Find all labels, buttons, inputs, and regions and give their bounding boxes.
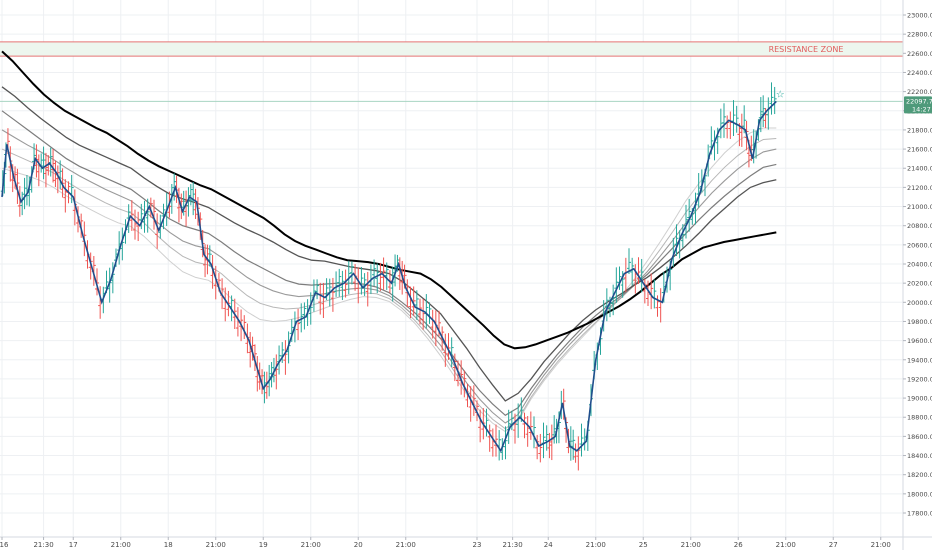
price-scale-label: 19000.0 — [907, 395, 932, 403]
time-scale-label: 17 — [69, 541, 78, 549]
moving-averages — [1, 50, 777, 433]
price-scale-label: 22800.0 — [907, 31, 932, 39]
moving-average-line — [1, 127, 777, 433]
price-scale-label: 21800.0 — [907, 126, 932, 134]
price-scale[interactable]: 23000.022800.022600.022400.022200.022000… — [903, 12, 932, 518]
ohlc-bars — [0, 82, 777, 471]
price-scale-label: 22200.0 — [907, 88, 932, 96]
time-scale-label: 26 — [734, 541, 743, 549]
resistance-zone — [0, 41, 903, 57]
time-scale-label: 25 — [639, 541, 648, 549]
time-scale-label: 21:00 — [396, 541, 416, 549]
grid — [0, 0, 903, 537]
price-scale-label: 22600.0 — [907, 50, 932, 58]
price-scale-label: 19400.0 — [907, 356, 932, 364]
time-scale-label: 16 — [0, 541, 9, 549]
last-price-time: 14:27 — [912, 105, 931, 113]
price-scale-label: 20800.0 — [907, 222, 932, 230]
time-scale-label: 21:00 — [586, 541, 606, 549]
time-scale-label: 27 — [829, 541, 838, 549]
moving-average-line — [1, 86, 777, 402]
time-scale-label: 21:30 — [33, 541, 53, 549]
last-price-value: 22097.7 — [906, 97, 932, 105]
price-scale-label: 20400.0 — [907, 261, 932, 269]
moving-average-line — [1, 110, 777, 417]
last-price-badge-bg — [904, 96, 932, 114]
slow-moving-average-line — [1, 50, 777, 350]
time-scale-label: 21:00 — [111, 541, 131, 549]
resistance-zone-label: RESISTANCE ZONE — [769, 45, 844, 54]
price-scale-label: 19200.0 — [907, 375, 932, 383]
moving-average-line — [1, 138, 777, 430]
price-scale-label: 22400.0 — [907, 69, 932, 77]
price-scale-label: 18400.0 — [907, 452, 932, 460]
price-scale-label: 20000.0 — [907, 299, 932, 307]
time-scale-label: 20 — [354, 541, 363, 549]
price-scale-label: 21200.0 — [907, 184, 932, 192]
price-series-line — [1, 100, 777, 453]
time-scale-label: 21:00 — [301, 541, 321, 549]
price-scale-label: 21600.0 — [907, 146, 932, 154]
alert-star-icon: ☆ — [776, 89, 785, 100]
time-scale-label: 21:00 — [776, 541, 796, 549]
moving-average-line — [1, 129, 777, 424]
time-scale-label: 19 — [259, 541, 268, 549]
time-scale-label: 18 — [164, 541, 173, 549]
time-scale[interactable]: 16 21:30 17 21:00 18 21:00 19 21:00 20 21:00 23 21:… — [0, 537, 891, 549]
time-scale-label: 21:00 — [681, 541, 701, 549]
price-scale-label: 17800.0 — [907, 510, 932, 518]
time-scale-label: 23 — [473, 541, 482, 549]
price-scale-label: 18200.0 — [907, 471, 932, 479]
last-price-badge: 22097.714:27 — [904, 96, 932, 114]
time-scale-label: 21:30 — [503, 541, 523, 549]
time-scale-label: 24 — [544, 541, 553, 549]
price-scale-label: 19800.0 — [907, 318, 932, 326]
time-scale-label: 21:00 — [206, 541, 226, 549]
price-scale-label: 23000.0 — [907, 12, 932, 20]
price-scale-label: 19600.0 — [907, 337, 932, 345]
price-scale-label: 21400.0 — [907, 165, 932, 173]
price-scale-label: 20600.0 — [907, 241, 932, 249]
price-scale-label: 21000.0 — [907, 203, 932, 211]
price-scale-label: 20200.0 — [907, 280, 932, 288]
price-scale-label: 18600.0 — [907, 433, 932, 441]
price-scale-label: 18000.0 — [907, 490, 932, 498]
price-scale-label: 18800.0 — [907, 414, 932, 422]
time-scale-label: 21:00 — [871, 541, 891, 549]
